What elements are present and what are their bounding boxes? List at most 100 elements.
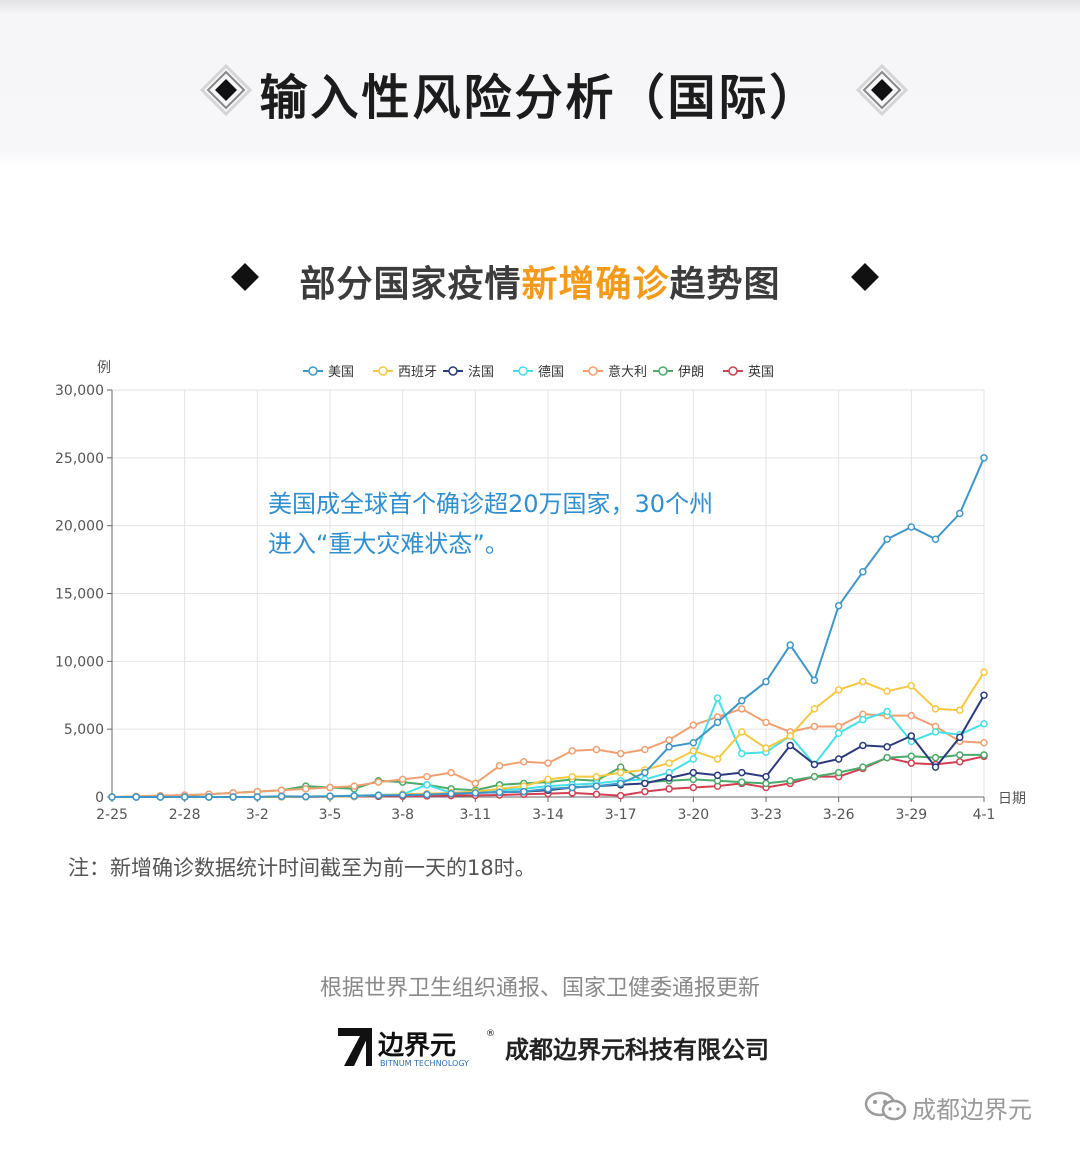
data-point — [665, 759, 673, 767]
data-point — [980, 719, 988, 728]
data-point — [713, 694, 722, 702]
data-point — [956, 509, 964, 518]
data-point — [641, 787, 649, 796]
data-point — [786, 741, 794, 750]
data-point — [762, 744, 770, 752]
data-point — [350, 782, 358, 790]
data-point — [592, 790, 601, 799]
x-tick-label: 3-11 — [459, 807, 491, 823]
data-point — [907, 752, 916, 761]
data-point — [423, 772, 431, 781]
data-point — [229, 793, 237, 801]
data-point — [980, 454, 988, 462]
y-tick-label: 25,000 — [55, 451, 104, 467]
x-tick-label: 3-5 — [319, 807, 342, 823]
data-point — [762, 772, 770, 781]
x-tick-label: 3-23 — [750, 807, 782, 823]
data-point — [689, 755, 698, 763]
y-axis-label: 例 — [97, 360, 111, 376]
data-point — [931, 728, 940, 736]
x-tick-label: 3-2 — [246, 807, 269, 823]
wechat-icon — [864, 1091, 907, 1121]
data-point — [834, 601, 843, 610]
wechat-account-name: 成都边界元 — [912, 1096, 1032, 1124]
data-point — [907, 759, 916, 767]
data-point — [398, 791, 407, 799]
data-point — [641, 745, 649, 754]
data-point — [568, 783, 576, 792]
legend-marker — [448, 366, 458, 376]
chart-section-title: 部分国家疫情新增确诊趋势图 — [0, 255, 1080, 307]
data-point — [495, 762, 504, 770]
data-point — [326, 783, 334, 792]
logo-registered-mark: ® — [486, 1029, 495, 1039]
data-point — [520, 757, 528, 766]
data-point — [205, 793, 213, 801]
data-point — [326, 792, 334, 800]
data-point — [302, 785, 310, 793]
data-point — [592, 745, 601, 754]
legend-label: 伊朗 — [678, 365, 704, 380]
y-tick-label: 30,000 — [55, 383, 104, 399]
data-point — [907, 682, 916, 690]
x-tick-label: 2-28 — [169, 807, 201, 823]
y-tick-label: 20,000 — [55, 519, 104, 535]
data-point — [834, 755, 843, 763]
data-point — [713, 718, 722, 727]
data-point — [665, 785, 673, 793]
data-point — [689, 775, 698, 784]
data-point — [834, 722, 843, 731]
x-tick-label: 3-26 — [823, 807, 855, 823]
data-point — [956, 757, 964, 766]
data-point — [592, 772, 601, 781]
data-point — [713, 755, 722, 763]
data-point — [762, 677, 770, 686]
diamond-bullet-left-icon — [231, 263, 259, 291]
legend-marker — [728, 366, 738, 376]
company-logo: 边界元 ® BITNUM TECHNOLOGY — [338, 1028, 495, 1068]
data-point — [859, 715, 867, 724]
legend-marker — [658, 366, 668, 376]
data-point — [907, 732, 916, 740]
legend-marker — [518, 366, 528, 376]
y-tick-label: 10,000 — [55, 654, 104, 670]
data-point — [447, 789, 455, 798]
data-point — [398, 775, 407, 784]
data-point — [423, 781, 431, 789]
y-tick-label: 5,000 — [64, 722, 104, 738]
data-point — [616, 768, 625, 777]
data-point — [907, 711, 916, 720]
diamond-bullet-right-icon — [851, 263, 879, 291]
data-point — [423, 790, 431, 799]
data-point — [786, 776, 794, 785]
x-axis-label: 日期 — [998, 791, 1026, 807]
data-point — [931, 705, 940, 713]
x-tick-label: 4-1 — [973, 807, 996, 823]
data-point — [568, 747, 576, 755]
data-point — [471, 779, 480, 788]
company-name: 成都边界元科技有限公司 — [505, 1036, 769, 1064]
data-point — [810, 760, 819, 769]
data-point — [883, 687, 891, 695]
diamond-ornament-left-icon — [200, 64, 252, 116]
data-point — [277, 786, 286, 794]
legend-label: 西班牙 — [398, 365, 437, 380]
chart-series — [108, 454, 988, 801]
data-point — [883, 743, 891, 751]
line-chart: 0 5,000 10,000 15,000 20,000 25,000 30,000 2-25… — [55, 360, 1026, 823]
data-point — [568, 772, 576, 781]
data-point — [132, 793, 140, 801]
data-point — [277, 792, 286, 801]
chart-grid — [111, 389, 985, 798]
data-point — [108, 793, 116, 801]
data-point — [520, 787, 528, 796]
data-point — [738, 728, 746, 736]
data-point — [810, 772, 819, 781]
x-tick-label: 3-8 — [391, 807, 414, 823]
legend-marker — [308, 366, 318, 376]
data-point — [859, 763, 867, 771]
x-tick-label: 3-17 — [605, 807, 637, 823]
series-美国 — [108, 454, 988, 801]
data-point — [883, 753, 891, 762]
logo-wordmark: 边界元 — [378, 1031, 456, 1061]
